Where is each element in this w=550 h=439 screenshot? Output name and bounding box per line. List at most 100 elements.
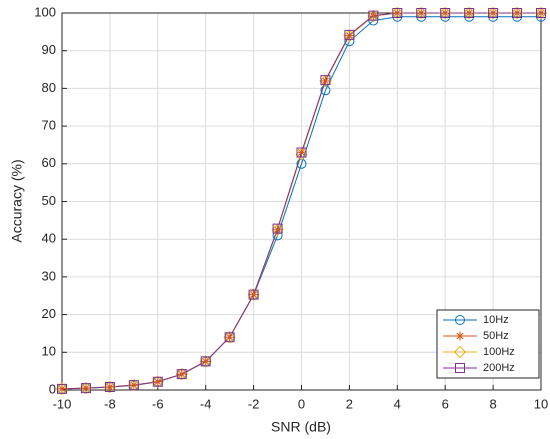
x-tick-label: -8: [104, 396, 116, 411]
legend-label: 200Hz: [483, 362, 515, 374]
marker: [104, 381, 115, 392]
x-axis-label: SNR (dB): [271, 419, 331, 435]
marker: [153, 377, 163, 387]
y-tick-label: 30: [42, 268, 56, 283]
marker: [200, 356, 211, 367]
marker: [199, 355, 212, 368]
marker: [368, 11, 378, 21]
x-tick-label: 4: [394, 396, 401, 411]
legend-box: [436, 309, 540, 379]
marker: [320, 76, 330, 86]
marker: [127, 378, 141, 392]
marker: [488, 8, 499, 18]
marker: [80, 383, 91, 394]
legend-marker: [455, 363, 465, 373]
marker: [297, 147, 306, 157]
marker: [512, 8, 523, 18]
x-tick-label: -6: [152, 396, 164, 411]
x-tick-label: -4: [200, 396, 212, 411]
marker: [105, 382, 115, 392]
marker: [416, 8, 426, 18]
legend-marker: [455, 331, 465, 341]
x-tick-label: -10: [53, 396, 72, 411]
y-tick-label: 0: [49, 381, 56, 396]
y-tick-label: 100: [34, 4, 56, 19]
marker: [438, 6, 452, 20]
marker: [103, 380, 117, 394]
marker: [320, 75, 331, 86]
marker: [392, 8, 402, 18]
marker: [391, 6, 404, 20]
marker: [464, 8, 475, 18]
y-tick-label: 80: [42, 80, 56, 95]
marker: [129, 380, 139, 390]
marker: [415, 6, 428, 20]
marker: [271, 223, 284, 236]
marker: [296, 147, 307, 158]
x-tick-label: -2: [248, 396, 260, 411]
legend-marker: [453, 345, 467, 359]
marker: [536, 8, 546, 18]
marker: [319, 74, 332, 88]
legend-label: 100Hz: [483, 346, 515, 358]
marker: [416, 8, 427, 18]
marker: [344, 31, 354, 41]
y-axis-label: Accuracy (%): [9, 159, 25, 242]
marker: [512, 8, 522, 18]
marker: [175, 367, 188, 381]
marker: [488, 8, 498, 18]
marker: [367, 9, 380, 23]
marker: [273, 225, 283, 235]
x-tick-label: 10: [534, 396, 548, 411]
x-tick-label: 0: [298, 396, 305, 411]
legend-marker: [455, 315, 466, 325]
legend-label: 10Hz: [483, 314, 509, 326]
marker: [296, 158, 307, 169]
marker: [464, 8, 474, 18]
marker: [79, 381, 93, 395]
y-tick-label: 70: [42, 118, 56, 133]
marker: [534, 6, 548, 20]
marker: [510, 6, 524, 20]
marker: [57, 384, 67, 394]
x-tick-label: 8: [489, 396, 496, 411]
marker: [223, 331, 236, 344]
marker: [176, 369, 187, 380]
marker: [343, 29, 356, 42]
marker: [440, 8, 450, 18]
marker: [272, 223, 283, 234]
marker: [392, 8, 403, 18]
x-tick-label: 2: [346, 396, 353, 411]
marker: [248, 289, 259, 300]
marker: [81, 383, 91, 393]
plot-frame: [61, 12, 542, 391]
y-tick-label: 90: [42, 42, 56, 57]
x-tick-label: 6: [442, 396, 449, 411]
y-tick-label: 60: [42, 155, 56, 170]
marker: [368, 10, 379, 21]
marker: [201, 356, 211, 366]
legend-label: 50Hz: [483, 330, 509, 342]
y-tick-label: 10: [42, 344, 56, 359]
marker: [128, 380, 139, 391]
marker: [440, 8, 451, 18]
marker: [152, 376, 163, 387]
marker: [151, 375, 165, 388]
marker: [295, 148, 308, 161]
marker: [57, 383, 67, 394]
y-tick-label: 20: [42, 306, 56, 321]
y-tick-label: 40: [42, 231, 56, 246]
marker: [247, 288, 260, 301]
y-tick-label: 50: [42, 193, 56, 208]
marker: [344, 29, 355, 40]
marker: [55, 382, 69, 396]
marker: [536, 8, 546, 18]
marker: [249, 290, 259, 300]
marker: [224, 332, 235, 343]
marker: [462, 6, 476, 20]
marker: [486, 6, 500, 20]
marker: [177, 369, 187, 379]
marker: [320, 85, 331, 96]
marker: [225, 332, 235, 342]
